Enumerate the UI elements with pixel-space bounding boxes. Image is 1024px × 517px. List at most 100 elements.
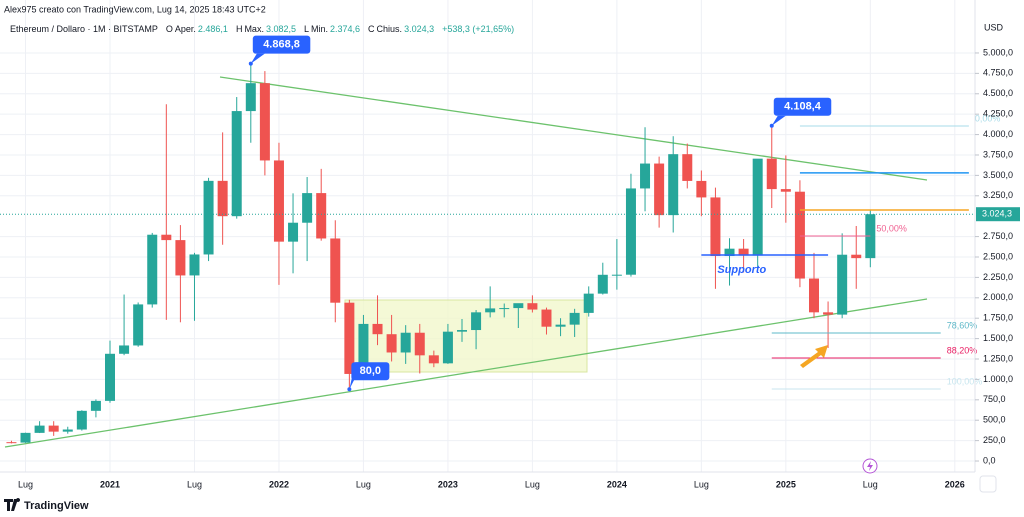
currency: USD: [984, 22, 1004, 32]
callout-pointer: [250, 53, 265, 64]
y-tick-label: 5.000,0: [983, 47, 1013, 57]
settings-button[interactable]: [979, 475, 997, 493]
y-tick-label: 2.500,0: [983, 251, 1013, 261]
candle-body: [76, 410, 87, 430]
candle-body: [119, 345, 130, 354]
x-tick-label: 2023: [438, 479, 458, 489]
x-tick-label: Lug: [863, 479, 878, 489]
candle-body: [316, 193, 327, 239]
candle-body: [794, 191, 805, 279]
ohlc-value: 2.374,6: [330, 24, 360, 34]
brand-logo: [4, 498, 21, 511]
y-tick-label: 2.750,0: [983, 231, 1013, 241]
grid: [0, 0, 975, 472]
y-tick-label: 750,0: [983, 394, 1006, 404]
candle-body: [738, 248, 749, 256]
event-bolt: [867, 461, 873, 471]
ohlc-value: +538,3 (+21,65%): [442, 24, 514, 34]
callout-pointer: [771, 115, 786, 126]
fib-label: 0,00%: [975, 113, 1001, 123]
x-tick-label: Lug: [694, 479, 709, 489]
candle-body: [288, 222, 299, 242]
y-tick-label: 1.500,0: [983, 333, 1013, 343]
y-tick-label: 2.000,0: [983, 292, 1013, 302]
y-tick-label: 3.750,0: [983, 149, 1013, 159]
candle-body: [273, 160, 284, 242]
y-tick-label: 4.500,0: [983, 88, 1013, 98]
candle-body: [625, 188, 636, 275]
callout-label: 80,0: [360, 365, 381, 377]
candle-body: [682, 154, 693, 181]
candle-body: [823, 312, 834, 315]
last-price-label: 3.024,3: [982, 209, 1012, 219]
candle-body: [189, 254, 200, 276]
candle-body: [780, 189, 791, 192]
candle-body: [809, 278, 819, 313]
y-tick-label: 3.250,0: [983, 190, 1013, 200]
ohlc-key: L: [304, 24, 309, 34]
y-tick-label: 1.250,0: [983, 353, 1013, 363]
candle-body: [696, 180, 707, 198]
y-tick-label: 4.000,0: [983, 129, 1013, 139]
candle-body: [457, 330, 467, 332]
candle-body: [485, 308, 496, 313]
candle-body: [245, 83, 256, 112]
candle-body: [302, 193, 313, 223]
x-tick-label: 2024: [607, 479, 627, 489]
ohlc-value: 3.082,5: [266, 24, 296, 34]
ohlc-value: 2.486,1: [198, 24, 228, 34]
candle-body: [851, 254, 862, 259]
callout-box: [351, 362, 390, 381]
trendline-lower: [4, 298, 928, 448]
y-tick-label: 1.000,0: [983, 374, 1013, 384]
candle-body: [766, 158, 777, 190]
candle-body: [259, 83, 270, 161]
callout-label: 4.868,8: [263, 39, 300, 51]
x-tick-label: 2025: [776, 479, 796, 489]
candle-body: [611, 274, 622, 276]
candle-body: [583, 293, 594, 313]
x-tick-label: 2026: [945, 479, 965, 489]
candle-body: [724, 248, 735, 257]
candle-body: [48, 425, 59, 432]
y-tick-label: 250,0: [983, 435, 1006, 445]
candle-body: [442, 331, 453, 364]
y-tick-label: 1.750,0: [983, 313, 1013, 323]
candle-body: [654, 163, 665, 216]
candle-body: [471, 312, 482, 331]
candle-body: [34, 425, 45, 433]
candle-body: [6, 442, 17, 444]
y-tick-label: 0,0: [983, 455, 996, 465]
x-tick-label: 2022: [269, 479, 289, 489]
candle-body: [710, 197, 721, 257]
ohlc-key: Chius.: [377, 24, 403, 34]
candle-body: [217, 180, 228, 217]
candle-body: [414, 332, 425, 356]
fib-label: 50,00%: [876, 223, 907, 233]
y-tick-label: 3.500,0: [983, 170, 1013, 180]
candle-body: [90, 400, 101, 411]
level-label: Supporto: [717, 264, 766, 276]
credit: Alex975 creato con TradingView.com, Lug …: [4, 4, 266, 14]
candle-body: [527, 303, 538, 310]
x-tick-label: 2021: [100, 479, 120, 489]
callout-box: [773, 97, 832, 116]
ohlc-key: H: [236, 24, 243, 34]
ohlc-key: C: [368, 24, 375, 34]
fib-label: 88,20%: [947, 345, 978, 355]
ohlc-value: 3.024,3: [404, 24, 434, 34]
candles: [6, 63, 876, 444]
candle-body: [513, 303, 524, 309]
candle-body: [372, 323, 383, 335]
candle-body: [499, 308, 510, 310]
y-tick-label: 500,0: [983, 415, 1006, 425]
ohlc-key: O: [166, 24, 173, 34]
arrow: [800, 345, 828, 368]
candle-body: [133, 304, 144, 346]
candle-body: [344, 302, 355, 374]
candle-body: [555, 324, 566, 327]
callout-box: [252, 35, 311, 54]
candle-body: [20, 432, 31, 443]
